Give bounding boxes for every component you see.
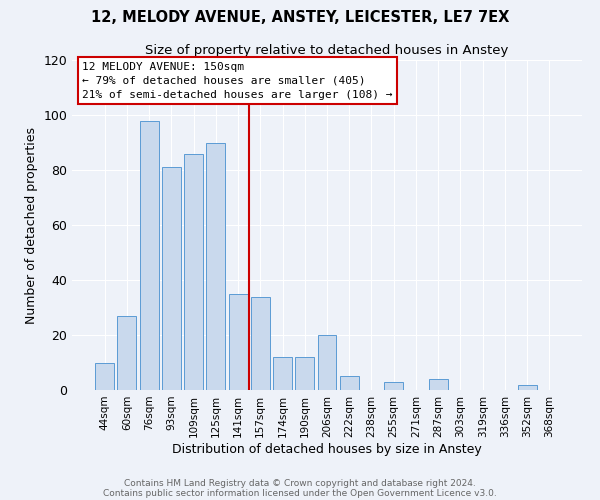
Text: Contains HM Land Registry data © Crown copyright and database right 2024.: Contains HM Land Registry data © Crown c… bbox=[124, 478, 476, 488]
Bar bbox=[429, 379, 448, 390]
Bar bbox=[273, 357, 292, 390]
Title: Size of property relative to detached houses in Anstey: Size of property relative to detached ho… bbox=[145, 44, 509, 58]
Bar bbox=[95, 362, 114, 390]
Bar bbox=[140, 120, 158, 390]
Bar bbox=[295, 357, 314, 390]
Text: 12, MELODY AVENUE, ANSTEY, LEICESTER, LE7 7EX: 12, MELODY AVENUE, ANSTEY, LEICESTER, LE… bbox=[91, 10, 509, 25]
Bar bbox=[162, 167, 181, 390]
X-axis label: Distribution of detached houses by size in Anstey: Distribution of detached houses by size … bbox=[172, 442, 482, 456]
Bar bbox=[118, 316, 136, 390]
Bar bbox=[317, 335, 337, 390]
Y-axis label: Number of detached properties: Number of detached properties bbox=[25, 126, 38, 324]
Bar bbox=[340, 376, 359, 390]
Text: Contains public sector information licensed under the Open Government Licence v3: Contains public sector information licen… bbox=[103, 488, 497, 498]
Bar bbox=[384, 382, 403, 390]
Bar bbox=[184, 154, 203, 390]
Bar bbox=[206, 142, 225, 390]
Bar bbox=[229, 294, 248, 390]
Bar bbox=[251, 296, 270, 390]
Bar bbox=[518, 384, 536, 390]
Text: 12 MELODY AVENUE: 150sqm
← 79% of detached houses are smaller (405)
21% of semi-: 12 MELODY AVENUE: 150sqm ← 79% of detach… bbox=[82, 62, 392, 100]
